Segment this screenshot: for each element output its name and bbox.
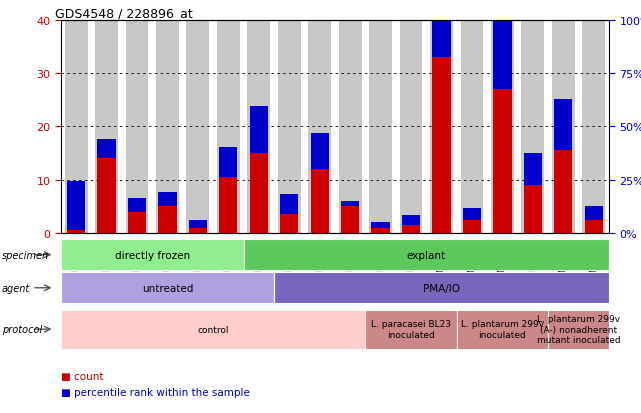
Bar — [128, 212, 146, 233]
Text: L. plantarum 299v
(A-) nonadherent
mutant inoculated: L. plantarum 299v (A-) nonadherent mutan… — [537, 315, 620, 344]
Bar — [310, 133, 329, 169]
Bar — [341, 207, 359, 233]
Bar — [338, 21, 362, 233]
Bar — [491, 21, 514, 233]
Bar — [65, 21, 88, 233]
Bar — [493, 15, 512, 90]
Bar — [126, 21, 149, 233]
Bar — [552, 21, 575, 233]
Text: protocol: protocol — [2, 324, 42, 335]
Bar — [158, 193, 176, 207]
Bar — [249, 154, 268, 233]
Text: agent: agent — [2, 283, 30, 293]
Text: ■ count: ■ count — [61, 371, 103, 381]
Bar — [524, 154, 542, 185]
Bar — [521, 21, 544, 233]
Text: untreated: untreated — [142, 283, 193, 293]
Bar — [585, 206, 603, 220]
Bar — [280, 215, 298, 233]
Text: control: control — [197, 325, 229, 334]
Bar — [280, 195, 298, 215]
Bar — [341, 202, 359, 207]
Bar — [493, 90, 512, 233]
Bar — [371, 228, 390, 233]
Bar — [95, 21, 118, 233]
Bar — [219, 148, 237, 178]
Bar — [188, 228, 207, 233]
Text: explant: explant — [406, 250, 446, 260]
Bar — [249, 107, 268, 154]
Bar — [67, 182, 85, 231]
Bar — [430, 21, 453, 233]
Bar — [585, 220, 603, 233]
Text: L. plantarum 299v
inoculated: L. plantarum 299v inoculated — [461, 320, 544, 339]
Bar — [310, 169, 329, 233]
Bar — [67, 231, 85, 233]
Bar — [369, 21, 392, 233]
Bar — [432, 58, 451, 233]
Bar — [278, 21, 301, 233]
Text: directly frozen: directly frozen — [115, 250, 190, 260]
Bar — [432, 0, 451, 58]
Bar — [554, 100, 572, 151]
Bar — [158, 207, 176, 233]
Bar — [247, 21, 271, 233]
Bar — [582, 21, 605, 233]
Bar — [188, 221, 207, 228]
Text: GDS4548 / 228896_at: GDS4548 / 228896_at — [55, 7, 193, 19]
Text: specimen: specimen — [2, 250, 49, 260]
Text: L. paracasei BL23
inoculated: L. paracasei BL23 inoculated — [371, 320, 451, 339]
Text: PMA/IO: PMA/IO — [423, 283, 460, 293]
Text: ■ percentile rank within the sample: ■ percentile rank within the sample — [61, 387, 250, 397]
Bar — [524, 185, 542, 233]
Bar — [460, 21, 483, 233]
Bar — [554, 151, 572, 233]
Bar — [187, 21, 210, 233]
Bar — [371, 223, 390, 228]
Bar — [463, 220, 481, 233]
Bar — [308, 21, 331, 233]
Bar — [402, 225, 420, 233]
Bar — [217, 21, 240, 233]
Bar — [399, 21, 422, 233]
Bar — [97, 140, 115, 159]
Bar — [463, 208, 481, 220]
Bar — [128, 198, 146, 212]
Bar — [402, 216, 420, 225]
Bar — [219, 178, 237, 233]
Bar — [97, 159, 115, 233]
Bar — [156, 21, 179, 233]
